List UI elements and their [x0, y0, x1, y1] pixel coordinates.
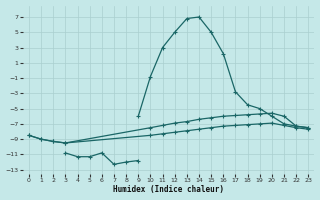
X-axis label: Humidex (Indice chaleur): Humidex (Indice chaleur)	[113, 185, 224, 194]
